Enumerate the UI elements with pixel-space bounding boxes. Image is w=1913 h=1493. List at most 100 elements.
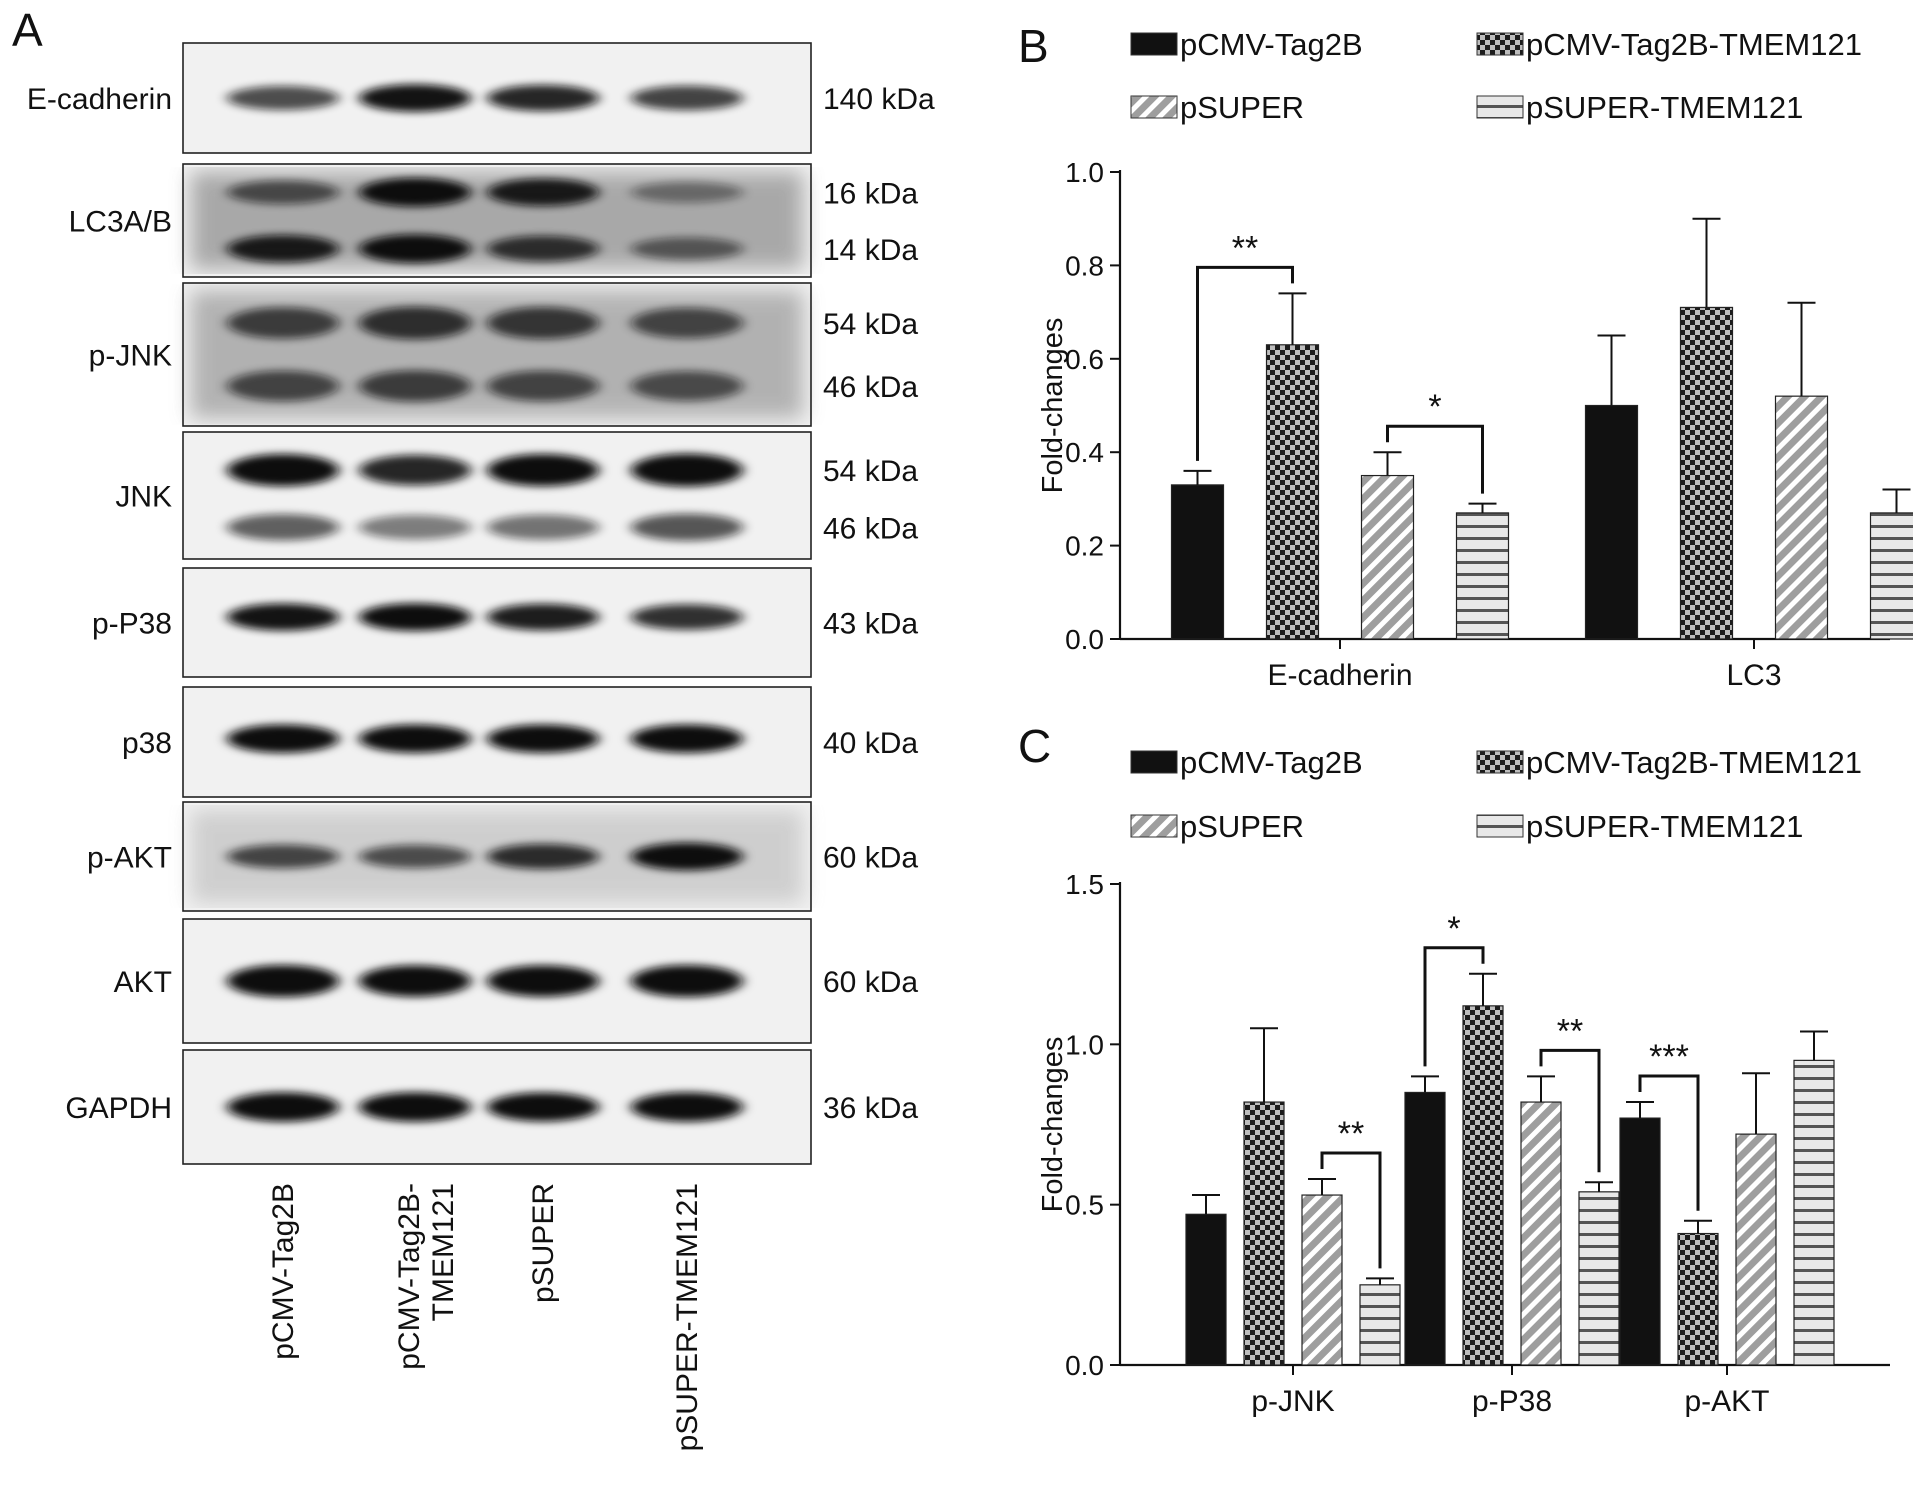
blot-band [227, 453, 339, 487]
blot-band [359, 965, 471, 997]
y-tick-label: 0.6 [1065, 344, 1104, 375]
y-tick-label: 0.2 [1065, 531, 1104, 562]
bar [1578, 1191, 1620, 1366]
blot-size-label: 16 kDa [823, 177, 918, 210]
y-tick-label: 1.0 [1065, 157, 1104, 188]
blot-band [487, 178, 599, 207]
blot-size-label: 36 kDa [823, 1092, 918, 1125]
blot-band [359, 454, 471, 486]
blot-band [487, 370, 599, 402]
y-tick-label: 0.5 [1065, 1190, 1104, 1221]
blot-band [487, 306, 599, 340]
blot-frame [182, 163, 812, 278]
significance-label: * [1447, 910, 1460, 948]
blot-band [487, 843, 599, 870]
bar [1869, 512, 1913, 640]
legend-label: pSUPER [1180, 90, 1304, 125]
significance-bracket [1423, 946, 1485, 1067]
blot-band [227, 307, 339, 339]
legend-swatch [1130, 814, 1178, 838]
blot-jnk: JNK 54 kDa 46 kDa [115, 431, 918, 560]
blot-band [359, 844, 471, 869]
significance-bracket [1539, 1048, 1601, 1173]
blot-p38: p38 40 kDa [122, 686, 918, 798]
blot-size-label: 43 kDa [823, 608, 918, 641]
blot-band [359, 370, 471, 402]
x-tick-label: E-cadherin [1267, 659, 1412, 692]
chart-panel-c: C 0.0 0.5 1.0 1.5 Fold-changes p-JNK p-P38 p-AKT… [1018, 720, 1890, 1418]
blot-band [631, 307, 743, 339]
legend-swatch [1130, 95, 1178, 119]
bar [1774, 395, 1829, 640]
significance-label: *** [1649, 1038, 1689, 1076]
legend-label: pSUPER-TMEM121 [1526, 90, 1803, 125]
blot-protein-label: JNK [115, 481, 172, 514]
panel-letter: B [1018, 20, 1049, 72]
blot-band [631, 181, 743, 203]
y-tick-label: 0.0 [1065, 1350, 1104, 1381]
blot-band [631, 513, 743, 541]
blot-frame [182, 801, 812, 912]
y-tick-label: 0.8 [1065, 250, 1104, 281]
blot-frame [182, 282, 812, 427]
blot-band [227, 964, 339, 998]
bar [1301, 1194, 1343, 1366]
lane-label: pCMV-Tag2B [267, 1183, 300, 1360]
x-tick-label: LC3 [1726, 659, 1781, 692]
bar [1170, 484, 1225, 640]
blot-band [359, 306, 471, 340]
blot-protein-label: p-AKT [87, 842, 172, 875]
legend-swatch [1476, 95, 1524, 119]
blot-band [227, 370, 339, 402]
blot-band [487, 235, 599, 262]
blot-size-label: 14 kDa [823, 234, 918, 267]
blot-e-cadherin: E-cadherin 140 kDa [27, 42, 935, 154]
legend-item: pCMV-Tag2B [1130, 27, 1363, 62]
x-tick-label: p-P38 [1472, 1385, 1552, 1418]
x-tick-label: p-AKT [1684, 1385, 1769, 1418]
significance-bracket [1196, 265, 1294, 461]
bar [1679, 306, 1734, 640]
bar [1619, 1117, 1661, 1366]
lane-label: pCMV-Tag2B-TMEM121 [393, 1183, 460, 1370]
blot-band [487, 84, 599, 112]
blot-band [227, 844, 339, 869]
blot-size-label: 54 kDa [823, 308, 918, 341]
blot-protein-label: p38 [122, 727, 172, 760]
blot-band [487, 1092, 599, 1122]
legend-label: pCMV-Tag2B [1180, 27, 1363, 62]
bar [1185, 1213, 1227, 1366]
blot-band [631, 604, 743, 630]
blot-size-label: 140 kDa [823, 83, 935, 116]
blot-band [227, 234, 339, 263]
y-tick-label: 1.0 [1065, 1029, 1104, 1060]
bar [1735, 1133, 1777, 1366]
legend-label: pCMV-Tag2B [1180, 745, 1363, 780]
lane-label: pSUPER-TMEM121 [671, 1183, 704, 1451]
blot-band [359, 724, 471, 753]
panel-a-western-blot: A E-cadherin 140 kDa LC3A/B 16 kDa 14 kDa p-JN… [12, 4, 935, 1451]
blot-size-label: 60 kDa [823, 966, 918, 999]
lane-label: pSUPER [527, 1183, 560, 1303]
blot-band [227, 1092, 339, 1122]
blot-band [631, 724, 743, 753]
blot-akt: AKT 60 kDa [114, 918, 918, 1044]
blot-size-label: 40 kDa [823, 727, 918, 760]
blot-frame [182, 686, 812, 798]
y-tick-label: 1.5 [1065, 869, 1104, 900]
legend-label: pCMV-Tag2B-TMEM121 [1526, 745, 1862, 780]
blot-band [487, 724, 599, 753]
legend-item: pSUPER-TMEM121 [1476, 90, 1803, 125]
y-axis-label: Fold-changes [1037, 318, 1069, 494]
legend-swatch [1476, 750, 1524, 774]
chart-panel-b: B 0.0 0.2 0.4 0.6 0.8 1.0 Fold-changes E-cadheri… [1018, 20, 1913, 692]
y-tick-label: 0.4 [1065, 437, 1104, 468]
blot-band [631, 964, 743, 998]
significance-label: ** [1557, 1012, 1583, 1050]
blot-band [359, 514, 471, 540]
blot-band [359, 84, 471, 112]
panel-letter: C [1018, 720, 1051, 772]
blot-band [487, 514, 599, 540]
blot-band [487, 965, 599, 997]
